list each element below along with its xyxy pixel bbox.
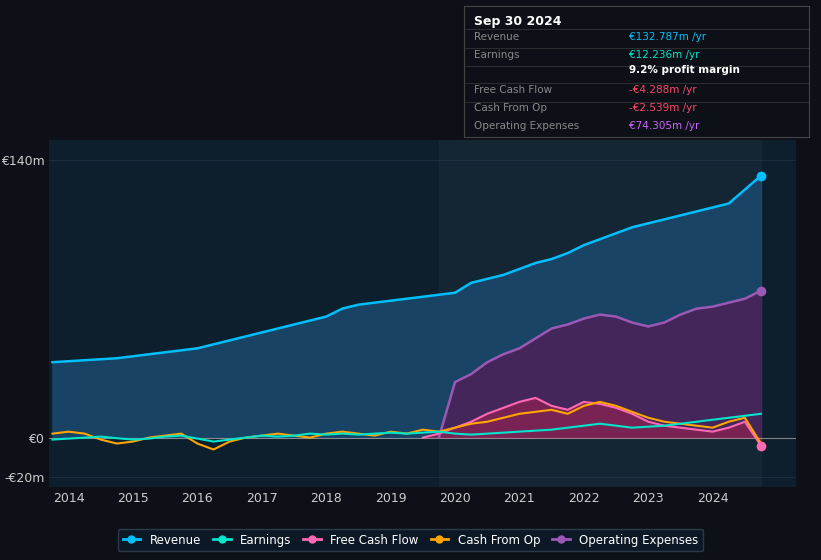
Text: -€4.288m /yr: -€4.288m /yr xyxy=(630,85,697,95)
Text: -€2.539m /yr: -€2.539m /yr xyxy=(630,103,697,113)
Text: €12.236m /yr: €12.236m /yr xyxy=(630,50,699,60)
Text: Operating Expenses: Operating Expenses xyxy=(475,122,580,132)
Text: €132.787m /yr: €132.787m /yr xyxy=(630,32,707,42)
Text: Sep 30 2024: Sep 30 2024 xyxy=(475,15,562,28)
Text: 9.2% profit margin: 9.2% profit margin xyxy=(630,65,741,75)
Text: Free Cash Flow: Free Cash Flow xyxy=(475,85,553,95)
Bar xyxy=(439,140,761,487)
Text: Earnings: Earnings xyxy=(475,50,520,60)
Text: Cash From Op: Cash From Op xyxy=(475,103,548,113)
Text: Revenue: Revenue xyxy=(475,32,520,42)
Text: €74.305m /yr: €74.305m /yr xyxy=(630,122,699,132)
Legend: Revenue, Earnings, Free Cash Flow, Cash From Op, Operating Expenses: Revenue, Earnings, Free Cash Flow, Cash … xyxy=(118,529,703,551)
